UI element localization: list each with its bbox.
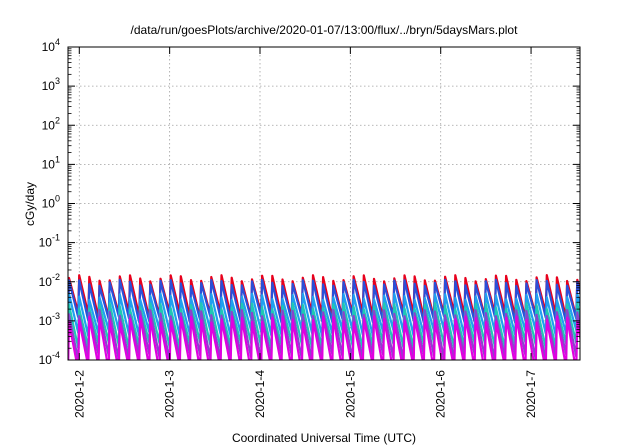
y-tick-label-exponent: 2 [55,115,60,125]
y-tick-label-base: 10 [42,79,56,93]
y-tick-label-base: 10 [42,197,56,211]
series-line-5 [68,309,580,360]
y-tick-label: 10-2 [39,272,60,289]
y-tick-label-base: 10 [42,40,56,54]
y-tick-label-base: 10 [42,118,56,132]
y-tick-label-exponent: -1 [52,233,60,243]
y-tick-label-base: 10 [39,353,53,367]
y-tick-label-base: 10 [42,157,56,171]
y-tick-label-exponent: 0 [55,194,60,204]
y-axis-title: cGy/day [23,182,37,226]
x-axis-title: Coordinated Universal Time (UTC) [232,431,416,445]
y-tick-label-exponent: -2 [52,272,60,282]
y-tick-label: 100 [42,194,60,211]
series-line-3 [68,292,580,338]
x-tick-label: 2020-1-6 [434,370,448,418]
y-tick-label-exponent: 3 [55,76,60,86]
series-line-4 [68,302,580,350]
y-tick-label-base: 10 [39,314,53,328]
series-line-2 [68,278,580,324]
data-series [68,274,580,360]
y-tick-label: 10-4 [39,350,60,367]
y-tick-label: 10-1 [39,233,60,250]
y-tick-label: 10-3 [39,311,60,328]
x-tick-label: 2020-1-2 [72,370,86,418]
y-tick-label: 102 [42,115,60,132]
y-tick-label-exponent: 1 [55,154,60,164]
chart-title: /data/run/goesPlots/archive/2020-01-07/1… [131,23,519,37]
y-tick-label: 101 [42,154,60,171]
y-tick-label: 103 [42,76,60,93]
y-tick-label-exponent: -3 [52,311,60,321]
y-tick-label-exponent: 4 [55,37,60,47]
x-tick-label: 2020-1-3 [163,370,177,418]
x-tick-label: 2020-1-4 [253,370,267,418]
x-tick-label: 2020-1-7 [524,370,538,418]
x-tick-label: 2020-1-5 [343,370,357,418]
y-tick-label: 104 [42,37,60,54]
y-tick-label-base: 10 [39,236,53,250]
y-tick-label-exponent: -4 [52,350,60,360]
y-tick-label-base: 10 [39,275,53,289]
